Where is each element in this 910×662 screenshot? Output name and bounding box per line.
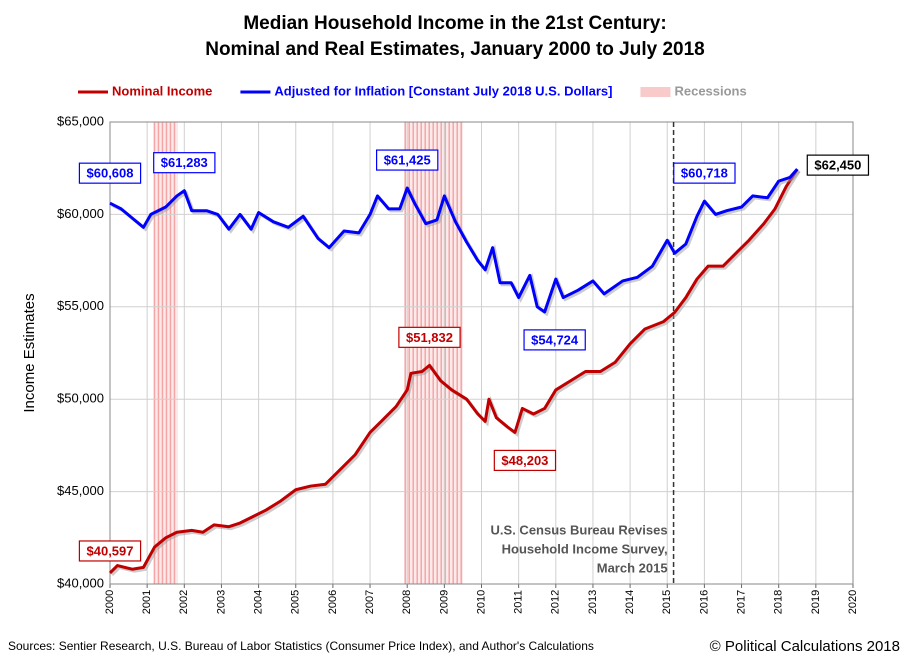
x-tick-label: 2017 bbox=[735, 590, 747, 614]
value-label-box bbox=[78, 540, 142, 562]
x-tick-label: 2002 bbox=[178, 590, 190, 614]
recession-band bbox=[404, 122, 463, 584]
value-label-box bbox=[806, 154, 870, 176]
annotation-text: U.S. Census Bureau Revises bbox=[491, 522, 668, 537]
legend-label: Nominal Income bbox=[112, 83, 212, 98]
x-tick-label: 2004 bbox=[253, 590, 265, 614]
plot-border bbox=[109, 121, 854, 585]
y-tick-label: $45,000 bbox=[57, 483, 104, 498]
sources: Sources: Sentier Research, U.S. Bureau o… bbox=[8, 639, 594, 653]
x-tick-label: 2016 bbox=[698, 590, 710, 614]
x-tick-label: 2018 bbox=[773, 590, 785, 614]
legend-label: Adjusted for Inflation [Constant July 20… bbox=[274, 83, 612, 98]
annotation-text: March 2015 bbox=[597, 560, 668, 575]
annotation-text: Household Income Survey, bbox=[502, 541, 668, 556]
value-label: $60,608 bbox=[87, 166, 134, 181]
x-tick-label: 2012 bbox=[550, 590, 562, 614]
value-label-box bbox=[493, 449, 557, 472]
x-tick-label: 2006 bbox=[327, 590, 339, 614]
value-label-box bbox=[153, 152, 216, 174]
chart-title: Median Household Income in the 21st Cent… bbox=[243, 13, 666, 34]
value-label: $61,425 bbox=[384, 153, 431, 168]
value-label-box bbox=[78, 162, 142, 184]
x-tick-label: 2009 bbox=[438, 590, 450, 614]
chart-title: Nominal and Real Estimates, January 2000… bbox=[205, 39, 705, 60]
y-tick-label: $55,000 bbox=[57, 298, 104, 313]
y-tick-label: $50,000 bbox=[57, 391, 104, 406]
value-label: $51,832 bbox=[406, 330, 453, 345]
value-label: $54,724 bbox=[531, 332, 579, 347]
y-tick-label: $65,000 bbox=[57, 113, 104, 128]
value-label: $48,203 bbox=[501, 453, 548, 468]
value-label-box bbox=[673, 162, 736, 184]
legend-swatch bbox=[640, 87, 671, 97]
x-tick-label: 2000 bbox=[104, 590, 116, 614]
value-label: $62,450 bbox=[814, 158, 861, 173]
x-tick-label: 2005 bbox=[290, 590, 302, 614]
legend-label: Recessions bbox=[674, 83, 746, 98]
value-label-box bbox=[376, 149, 439, 171]
x-tick-label: 2010 bbox=[475, 590, 487, 614]
x-tick-label: 2011 bbox=[513, 590, 525, 614]
value-label: $40,597 bbox=[87, 543, 134, 558]
value-label: $60,718 bbox=[681, 166, 728, 181]
series-line bbox=[109, 168, 799, 314]
value-label: $61,283 bbox=[161, 155, 208, 170]
x-tick-label: 2014 bbox=[624, 590, 636, 614]
y-tick-label: $40,000 bbox=[57, 575, 104, 590]
y-tick-label: $60,000 bbox=[57, 206, 104, 221]
x-tick-label: 2003 bbox=[215, 590, 227, 614]
x-tick-label: 2001 bbox=[141, 590, 153, 614]
x-tick-label: 2019 bbox=[810, 590, 822, 614]
y-axis-label: Income Estimates bbox=[21, 293, 38, 412]
x-tick-label: 2007 bbox=[364, 590, 376, 614]
x-tick-label: 2008 bbox=[401, 590, 413, 614]
value-label-box bbox=[523, 329, 586, 351]
recession-band bbox=[153, 122, 178, 584]
value-label-box bbox=[398, 326, 461, 348]
series-line bbox=[108, 168, 799, 575]
x-tick-label: 2020 bbox=[847, 590, 859, 614]
copyright: © Political Calculations 2018 bbox=[710, 638, 900, 655]
x-tick-label: 2013 bbox=[587, 590, 599, 614]
x-tick-label: 2015 bbox=[661, 590, 673, 614]
